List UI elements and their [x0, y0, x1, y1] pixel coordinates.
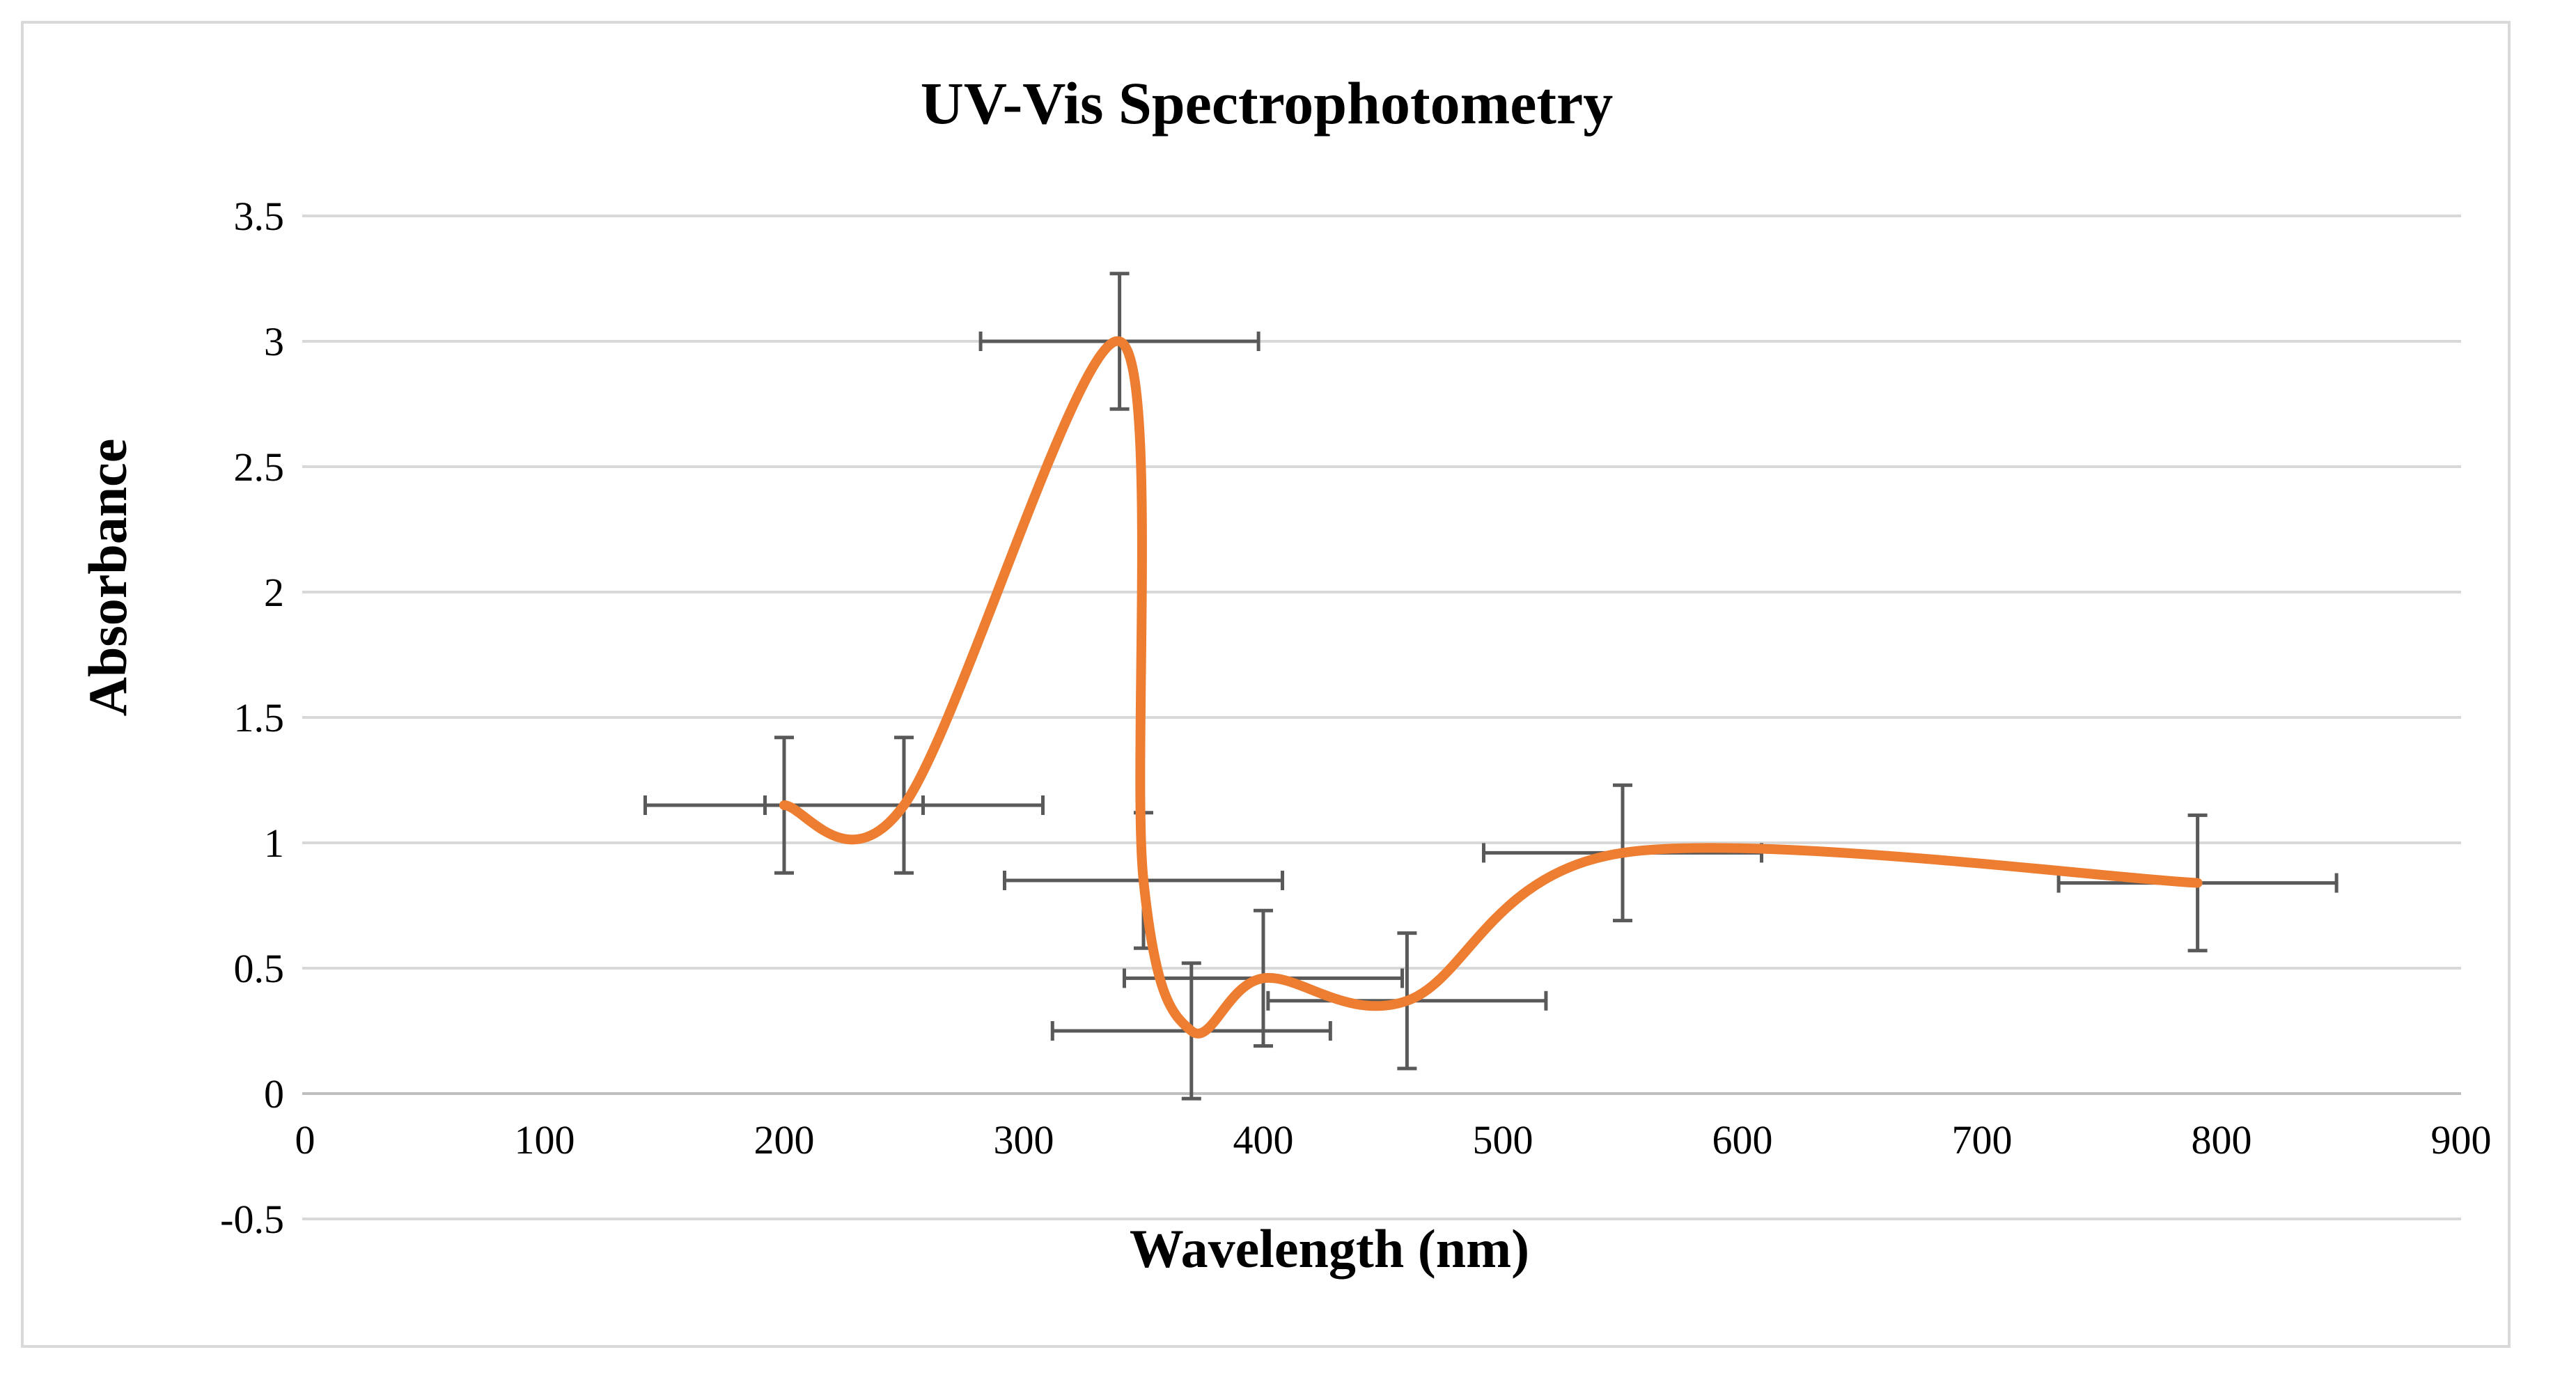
x-tick-label: 700	[1952, 1117, 2013, 1163]
y-tick-label: 2	[264, 570, 284, 615]
x-tick-label: 400	[1233, 1117, 1294, 1163]
y-tick-label: 3.5	[234, 194, 285, 239]
y-tick-label: -0.5	[220, 1197, 284, 1242]
series-line-path	[779, 336, 2203, 1039]
y-axis-ticks: -0.5 0 0.5 1 1.5 2 2.5 3 3.5	[220, 194, 284, 1242]
y-axis-title: Absorbance	[77, 439, 138, 717]
x-tick-label: 300	[994, 1117, 1054, 1163]
x-tick-label: 500	[1473, 1117, 1533, 1163]
chart-title: UV-Vis Spectrophotometry	[921, 70, 1613, 137]
series-line	[779, 336, 2203, 1039]
y-tick-label: 2.5	[234, 444, 285, 490]
x-axis-title: Wavelength (nm)	[1130, 1218, 1529, 1279]
x-tick-label: 800	[2192, 1117, 2252, 1163]
x-tick-label: 0	[295, 1117, 315, 1163]
y-tick-label: 3	[264, 319, 284, 364]
x-tick-label: 200	[754, 1117, 815, 1163]
x-tick-label: 600	[1712, 1117, 1773, 1163]
y-tick-label: 0	[264, 1071, 284, 1117]
y-tick-label: 0.5	[234, 946, 285, 991]
y-tick-label: 1.5	[234, 695, 285, 740]
gridlines	[302, 215, 2461, 1220]
x-axis-ticks: 0 100 200 300 400 500 600 700 800 900	[295, 1117, 2492, 1163]
x-tick-label: 100	[515, 1117, 575, 1163]
error-bars	[643, 272, 2339, 1101]
chart-frame: -0.5 0 0.5 1 1.5 2 2.5 3 3.5 0 100 200 300 400 500 600…	[21, 21, 2511, 1348]
y-tick-label: 1	[264, 821, 284, 866]
x-tick-label: 900	[2431, 1117, 2492, 1163]
chart-svg: -0.500.511.522.533.5 0 100 200 300 400 500 600…	[77, 70, 2492, 1279]
